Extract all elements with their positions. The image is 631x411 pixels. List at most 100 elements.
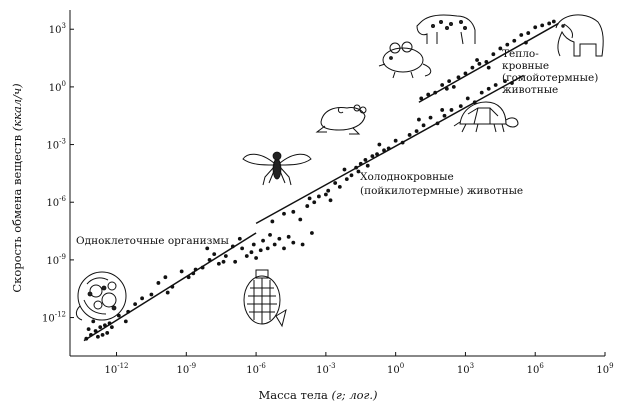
- data-point-unicellular: [265, 246, 270, 251]
- y-tick-label: 10-12: [42, 311, 66, 325]
- data-point-homeotherms: [491, 52, 496, 57]
- data-point-unicellular: [272, 242, 277, 247]
- data-point-unicellular: [261, 238, 265, 243]
- data-point-unicellular: [282, 246, 286, 251]
- data-point-unicellular: [102, 323, 107, 328]
- data-point-poikilotherms: [407, 133, 412, 137]
- x-tick-label: 10-12: [105, 362, 129, 376]
- data-point-unicellular: [249, 250, 254, 255]
- data-point-poikilotherms: [323, 192, 328, 197]
- data-point-poikilotherms: [333, 181, 338, 185]
- data-point-poikilotherms: [479, 90, 484, 95]
- data-point-poikilotherms: [382, 148, 386, 153]
- data-point-unicellular: [140, 296, 145, 301]
- annotation-homeotherms: Тепло- кровные (гомойотермные) животные: [502, 48, 602, 96]
- data-point-unicellular: [93, 329, 98, 333]
- data-point-homeotherms: [419, 96, 424, 101]
- data-point-homeotherms: [524, 40, 528, 45]
- data-point-unicellular: [98, 325, 103, 330]
- data-point-unicellular: [258, 248, 263, 253]
- turtle-illustration: [453, 101, 519, 133]
- y-tick-label: 10-9: [46, 253, 66, 267]
- data-point-homeotherms: [470, 65, 475, 70]
- data-point-poikilotherms: [363, 158, 368, 162]
- data-point-homeotherms: [526, 31, 531, 35]
- data-point-unicellular: [254, 256, 258, 260]
- data-point-homeotherms: [484, 60, 489, 64]
- frog-illustration: [315, 104, 367, 135]
- regression-lines: [83, 22, 559, 342]
- data-point-unicellular: [207, 257, 212, 262]
- data-point-homeotherms: [440, 83, 445, 87]
- data-point-poikilotherms: [449, 108, 454, 112]
- data-point-homeotherms: [551, 19, 556, 24]
- data-point-unicellular: [163, 275, 168, 280]
- data-point-poikilotherms: [386, 146, 391, 151]
- y-ticks: 103 100 10-3 10-6 10-9 10-12: [42, 22, 74, 325]
- data-point-unicellular: [107, 321, 112, 326]
- data-point-unicellular: [105, 331, 110, 335]
- data-point-poikilotherms: [442, 113, 447, 118]
- data-point-poikilotherms: [465, 96, 470, 101]
- data-point-homeotherms: [444, 86, 449, 91]
- data-point-poikilotherms: [326, 188, 331, 193]
- data-point-homeotherms: [505, 42, 510, 47]
- data-point-unicellular: [123, 319, 128, 324]
- data-point-unicellular: [251, 242, 256, 247]
- x-tick-label: 103: [457, 362, 474, 376]
- x-tick-label: 10-3: [316, 362, 336, 376]
- data-point-poikilotherms: [358, 161, 363, 166]
- data-point-unicellular: [230, 244, 235, 249]
- data-point-unicellular: [96, 334, 100, 339]
- data-point-unicellular: [84, 336, 89, 341]
- data-point-poikilotherms: [305, 204, 310, 208]
- x-axis-label: Масса тела (г; лог.): [258, 388, 377, 402]
- elephant-illustration: [555, 14, 604, 57]
- data-point-poikilotherms: [486, 86, 491, 91]
- data-point-unicellular: [89, 332, 93, 337]
- data-point-poikilotherms: [354, 165, 359, 170]
- data-point-homeotherms: [540, 23, 545, 28]
- x-tick-label: 10-9: [177, 362, 197, 376]
- data-point-unicellular: [100, 332, 105, 337]
- data-point-unicellular: [133, 302, 138, 306]
- y-tick-label: 103: [49, 22, 66, 36]
- data-point-unicellular: [300, 242, 305, 247]
- data-point-poikilotherms: [356, 169, 361, 174]
- data-point-poikilotherms: [344, 177, 349, 182]
- data-point-unicellular: [86, 327, 91, 331]
- data-point-poikilotherms: [270, 219, 275, 224]
- data-point-unicellular: [268, 233, 272, 237]
- data-point-homeotherms: [533, 25, 538, 30]
- data-point-homeotherms: [498, 46, 503, 51]
- fly-illustration: [242, 151, 312, 186]
- data-point-unicellular: [291, 240, 296, 245]
- data-point-homeotherms: [547, 21, 552, 26]
- rotifer-illustration: [243, 269, 287, 328]
- data-point-homeotherms: [463, 71, 468, 76]
- data-point-unicellular: [310, 231, 314, 235]
- data-point-homeotherms: [451, 84, 456, 89]
- data-point-poikilotherms: [414, 129, 419, 134]
- data-point-unicellular: [179, 269, 184, 274]
- data-point-poikilotherms: [377, 142, 382, 147]
- data-point-unicellular: [91, 319, 96, 324]
- data-point-poikilotherms: [510, 81, 514, 85]
- data-point-poikilotherms: [282, 211, 286, 216]
- rat-illustration: [378, 41, 432, 79]
- data-point-homeotherms: [447, 79, 452, 84]
- data-point-poikilotherms: [417, 117, 421, 122]
- data-point-poikilotherms: [428, 115, 433, 120]
- data-point-unicellular: [223, 254, 228, 258]
- regression-line-homeotherms: [418, 22, 559, 103]
- data-point-poikilotherms: [472, 100, 477, 105]
- data-point-unicellular: [193, 267, 198, 272]
- data-point-unicellular: [126, 309, 131, 314]
- annotation-unicellular: Одноклеточные организмы: [76, 235, 229, 247]
- x-tick-label: 100: [387, 362, 404, 376]
- x-tick-label: 106: [527, 362, 545, 376]
- data-point-poikilotherms: [337, 184, 342, 189]
- data-point-unicellular: [286, 234, 291, 239]
- y-tick-label: 10-6: [46, 195, 66, 209]
